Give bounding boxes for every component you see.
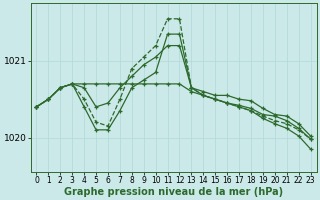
X-axis label: Graphe pression niveau de la mer (hPa): Graphe pression niveau de la mer (hPa) — [64, 187, 283, 197]
